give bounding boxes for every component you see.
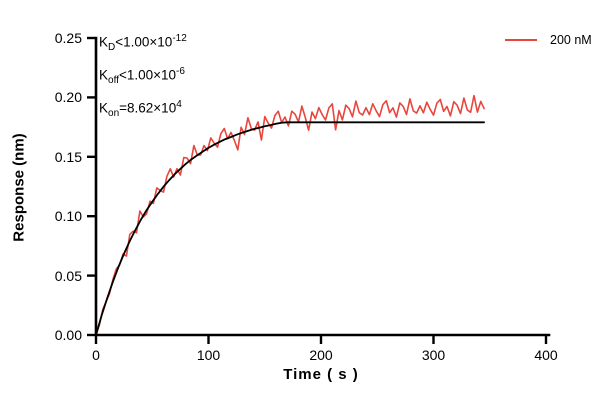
kinetic-line-kon: Kon=8.62×104 [99, 99, 182, 120]
kinetic-line-koff: Koff<1.00×10-6 [99, 66, 185, 87]
kinetic-constants-annotation: KD<1.00×10-12 Koff<1.00×10-6 Kon=8.62×10… [99, 27, 187, 127]
y-tick-label: 0.20 [54, 89, 82, 106]
data-trace [95, 94, 485, 336]
fit-curve [95, 121, 486, 336]
legend-label: 200 nM [550, 33, 592, 47]
x-tick-label: 300 [421, 347, 446, 363]
y-axis-title: Response (nm) [10, 133, 28, 242]
x-tick-label: 400 [534, 347, 558, 363]
y-tick-label: 0.15 [54, 148, 82, 165]
legend-line-swatch [505, 39, 537, 41]
x-tick-label: 0 [92, 347, 100, 363]
axes [94, 36, 551, 337]
kinetic-line-kd: KD<1.00×10-12 [99, 33, 187, 54]
y-tick-label: 0.25 [54, 30, 82, 46]
legend: 200 nM [505, 33, 592, 47]
y-tick-label: 0.05 [54, 267, 82, 284]
y-tick-label: 0.10 [54, 208, 82, 225]
x-tick-label: 200 [309, 347, 333, 363]
x-axis-title: Time ( s ) [283, 366, 359, 383]
y-tick-label: 0.00 [54, 327, 82, 343]
x-tick-label: 100 [196, 347, 221, 363]
